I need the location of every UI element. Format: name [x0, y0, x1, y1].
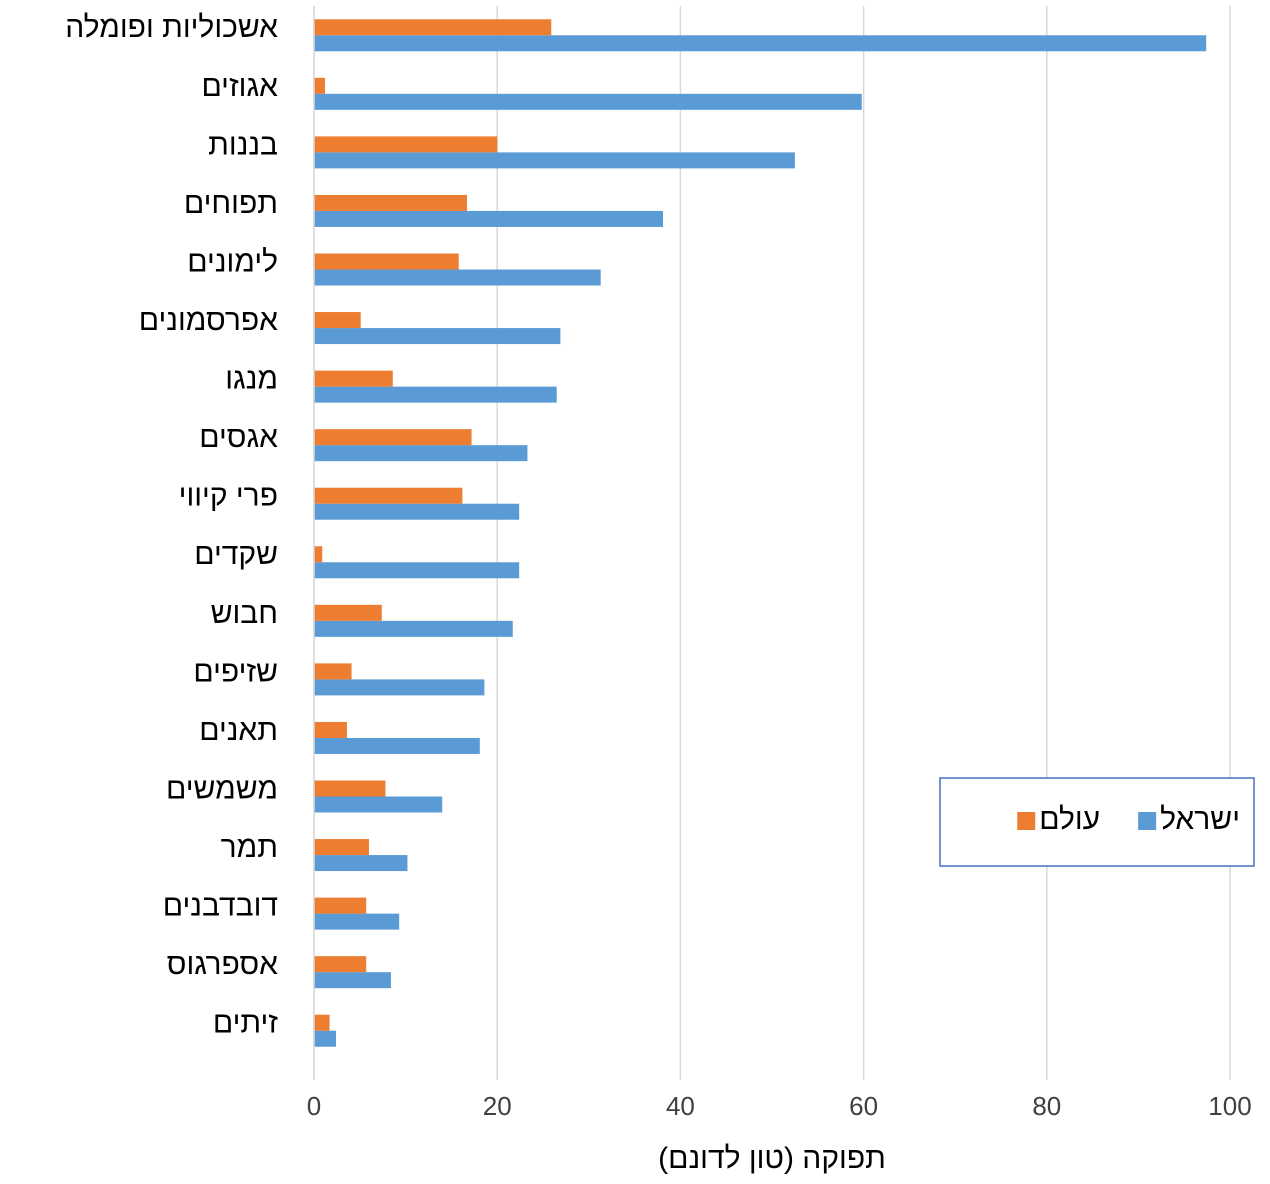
bar	[314, 152, 795, 169]
legend-box	[939, 777, 1255, 867]
y-tick-label: אפרסמונים	[139, 304, 278, 337]
bar	[314, 19, 552, 36]
bar	[314, 77, 325, 94]
bar	[314, 429, 472, 446]
legend-label: ישראל	[1160, 803, 1240, 836]
legend-label: עולם	[1039, 803, 1100, 836]
y-tick-label: תאנים	[199, 714, 278, 747]
bar	[314, 604, 382, 621]
bar	[314, 897, 367, 914]
bar	[314, 737, 480, 754]
bar	[314, 253, 459, 270]
y-tick-label: שקדים	[194, 538, 278, 571]
bar	[314, 503, 520, 520]
y-tick-label: זיתים	[213, 1007, 278, 1040]
bar	[314, 679, 485, 696]
bar	[314, 194, 467, 211]
bar	[314, 445, 528, 462]
y-tick-label: בננות	[208, 128, 278, 161]
y-tick-label: חבוש	[211, 597, 278, 630]
legend-swatch	[1138, 812, 1157, 830]
bar	[314, 136, 498, 153]
bar	[314, 796, 443, 813]
legend-swatch	[1017, 812, 1036, 830]
y-tick-label: שזיפים	[193, 655, 278, 688]
x-tick-label: 0	[307, 1091, 321, 1121]
bar	[314, 93, 862, 110]
y-tick-label: אספרגוס	[167, 948, 278, 981]
bar	[314, 35, 1207, 52]
bar	[314, 855, 408, 872]
bar	[314, 780, 386, 797]
x-tick-label: 80	[1032, 1091, 1061, 1121]
bar	[314, 839, 369, 856]
bar	[314, 1014, 330, 1031]
y-tick-label: פרי קיווי	[179, 480, 278, 513]
y-tick-label: אגסים	[199, 421, 278, 454]
y-tick-label: משמשים	[166, 772, 278, 805]
bar	[314, 386, 557, 403]
bar	[314, 370, 393, 387]
x-tick-label: 40	[666, 1091, 695, 1121]
y-tick-label: לימונים	[187, 245, 278, 278]
bar	[314, 562, 520, 579]
bar	[314, 210, 663, 227]
bar	[314, 972, 391, 989]
x-axis-title: תפוקה (טון לדונם)	[658, 1142, 886, 1175]
bar	[314, 269, 601, 286]
bar	[314, 620, 513, 637]
bar	[314, 328, 561, 345]
x-tick-label: 60	[849, 1091, 878, 1121]
y-tick-label: מנגו	[225, 363, 278, 396]
x-tick-label: 100	[1208, 1091, 1251, 1121]
y-tick-label: אשכוליות ופומלה	[65, 11, 278, 44]
bar	[314, 1030, 336, 1047]
bar	[314, 956, 367, 973]
bar	[314, 721, 347, 738]
y-tick-label: דובדבנים	[163, 890, 278, 923]
bar	[314, 546, 323, 563]
bar	[314, 663, 352, 680]
bar	[314, 487, 463, 504]
bar	[314, 312, 361, 329]
y-tick-label: תמר	[221, 831, 278, 864]
y-tick-label: אגוזים	[201, 70, 278, 103]
y-tick-label: תפוחים	[184, 187, 278, 220]
bar	[314, 913, 400, 930]
x-tick-label: 20	[483, 1091, 512, 1121]
